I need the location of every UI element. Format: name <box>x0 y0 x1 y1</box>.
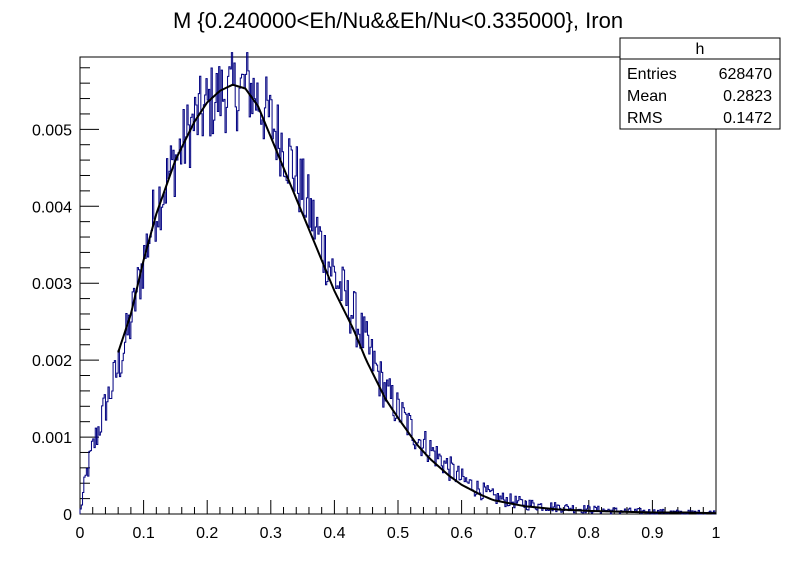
x-tick-label: 0.9 <box>641 525 663 542</box>
x-tick-label: 0.5 <box>387 525 409 542</box>
stats-label-rms: RMS <box>627 110 663 127</box>
x-tick-label: 0.8 <box>578 525 600 542</box>
x-tick-label: 0.4 <box>323 525 345 542</box>
chart-title: M {0.240000<Eh/Nu&&Eh/Nu<0.335000}, Iron <box>173 8 623 33</box>
x-tick-label: 0 <box>76 525 85 542</box>
y-tick-label: 0 <box>63 507 72 524</box>
y-axis: 0 0.001 0.002 0.003 0.004 0.005 <box>32 67 99 524</box>
y-tick-label: 0.001 <box>32 430 72 447</box>
stats-box-frame <box>619 37 781 130</box>
stats-value-mean: 0.2823 <box>723 88 772 105</box>
stats-value-rms: 0.1472 <box>723 110 772 127</box>
x-axis: 0 0.1 0.2 0.3 0.4 0.5 0.6 0.7 0.8 0.9 1 <box>76 500 721 542</box>
fit-curve <box>117 83 717 515</box>
stats-label-entries: Entries <box>627 66 677 83</box>
x-tick-label: 0.1 <box>132 525 154 542</box>
y-tick-label: 0.002 <box>32 353 72 370</box>
x-tick-label: 0.3 <box>260 525 282 542</box>
x-tick-label: 0.6 <box>450 525 472 542</box>
stats-label-mean: Mean <box>627 88 667 105</box>
y-tick-label: 0.004 <box>32 199 72 216</box>
x-tick-label: 0.2 <box>196 525 218 542</box>
x-tick-label: 0.7 <box>514 525 536 542</box>
stats-box: h Entries 628470 Mean 0.2823 RMS 0.1472 <box>619 37 781 130</box>
x-tick-label: 1 <box>712 525 721 542</box>
stats-value-entries: 628470 <box>719 66 772 83</box>
histogram-series <box>79 52 716 515</box>
y-tick-label: 0.005 <box>32 122 72 139</box>
y-tick-label: 0.003 <box>32 276 72 293</box>
stats-box-title: h <box>696 41 705 58</box>
